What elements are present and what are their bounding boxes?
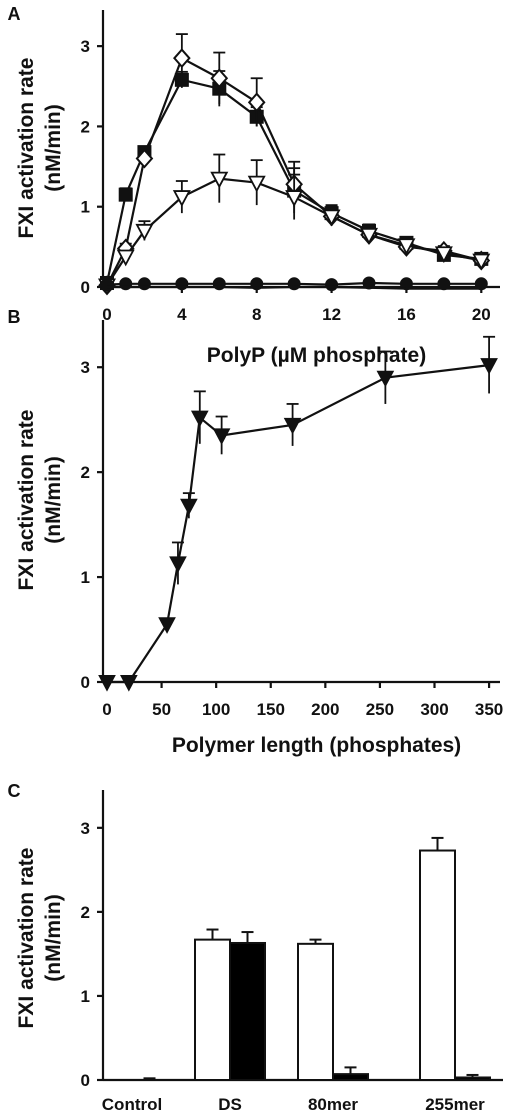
data-point (283, 417, 302, 435)
data-point (210, 171, 229, 189)
y-tick-label: 0 (81, 1071, 90, 1090)
x-category-label: 255mer (425, 1095, 485, 1114)
x-tick-label: 200 (311, 700, 339, 719)
data-point (434, 246, 453, 264)
series-2 (97, 153, 491, 296)
data-point (359, 227, 379, 245)
y-tick-label: 0 (81, 278, 90, 297)
x-tick-label: 8 (252, 305, 261, 324)
y-axis-unit: (nM/min) (42, 104, 65, 191)
bar (419, 849, 456, 1081)
x-category-label: Control (102, 1095, 162, 1114)
series-line (107, 285, 482, 290)
x-tick-label: 350 (475, 700, 503, 719)
y-tick-label: 2 (81, 463, 90, 482)
y-axis-title: FXI activation rate (15, 58, 38, 239)
data-point (119, 277, 133, 291)
data-point (480, 358, 498, 375)
x-tick-label: 0 (102, 305, 111, 324)
y-tick-label: 2 (81, 117, 90, 136)
data-point (100, 278, 114, 292)
data-point (325, 278, 339, 292)
data-point (173, 48, 191, 69)
bar (297, 942, 334, 1082)
series-3 (100, 276, 488, 292)
series-line (107, 364, 490, 684)
x-axis-title: PolyP (µM phosphate) (207, 344, 426, 367)
data-point (376, 370, 395, 388)
data-point (285, 190, 304, 207)
data-point (287, 277, 301, 291)
data-point (158, 617, 176, 634)
x-tick-label: 100 (202, 700, 230, 719)
data-point (135, 223, 154, 241)
x-tick-label: 0 (102, 700, 111, 719)
data-point (362, 276, 376, 290)
y-tick-label: 1 (81, 198, 90, 217)
data-point (397, 238, 416, 256)
data-point (212, 428, 231, 445)
data-point (210, 68, 229, 89)
y-tick-label: 0 (81, 673, 90, 692)
y-tick-label: 3 (81, 819, 90, 838)
x-tick-label: 16 (397, 305, 416, 324)
x-tick-label: 50 (152, 700, 171, 719)
data-point (472, 253, 491, 271)
y-axis-title: FXI activation rate (15, 410, 38, 591)
panel-C: C 0 1 2 3 FXI activation rate (nM/min) Control D… (8, 781, 503, 1114)
data-point (137, 277, 151, 291)
series-1 (98, 33, 491, 296)
data-point (474, 277, 488, 291)
y-tick-label: 3 (81, 358, 90, 377)
panel-label: B (8, 307, 21, 327)
y-tick-label: 1 (81, 568, 90, 587)
bar (229, 941, 266, 1082)
data-point (322, 209, 341, 227)
bar (332, 1073, 369, 1082)
series-0 (98, 335, 498, 692)
data-point (169, 556, 187, 573)
data-point (98, 675, 116, 692)
x-tick-label: 4 (177, 305, 187, 324)
panel-label: A (8, 4, 21, 24)
x-tick-label: 150 (257, 700, 285, 719)
data-point (247, 175, 266, 193)
series-line (106, 177, 482, 286)
data-point (175, 277, 189, 291)
bar (194, 938, 231, 1081)
x-axis-title: Polymer length (phosphates) (172, 734, 461, 757)
y-tick-label: 3 (81, 37, 90, 56)
y-axis-unit: (nM/min) (42, 894, 65, 981)
data-point (119, 675, 138, 692)
x-category-label: 80mer (308, 1095, 358, 1114)
y-axis-unit: (nM/min) (42, 456, 65, 543)
x-tick-label: 12 (322, 305, 341, 324)
data-point (135, 148, 154, 169)
data-point (180, 498, 198, 516)
x-tick-label: 300 (420, 700, 448, 719)
bar (454, 1076, 491, 1082)
data-point (116, 249, 135, 267)
data-point (247, 92, 266, 113)
data-point (399, 277, 413, 291)
x-category-label: DS (218, 1095, 242, 1114)
y-axis-title: FXI activation rate (15, 848, 38, 1029)
data-point (212, 277, 226, 291)
y-tick-label: 1 (81, 987, 90, 1006)
x-tick-label: 250 (366, 700, 394, 719)
data-point (118, 187, 133, 202)
y-tick-label: 2 (81, 903, 90, 922)
data-point (172, 190, 191, 207)
panel-label: C (8, 781, 21, 801)
series-4 (107, 285, 482, 290)
x-tick-label: 20 (472, 305, 491, 324)
data-point (190, 410, 209, 428)
data-point (437, 277, 451, 291)
